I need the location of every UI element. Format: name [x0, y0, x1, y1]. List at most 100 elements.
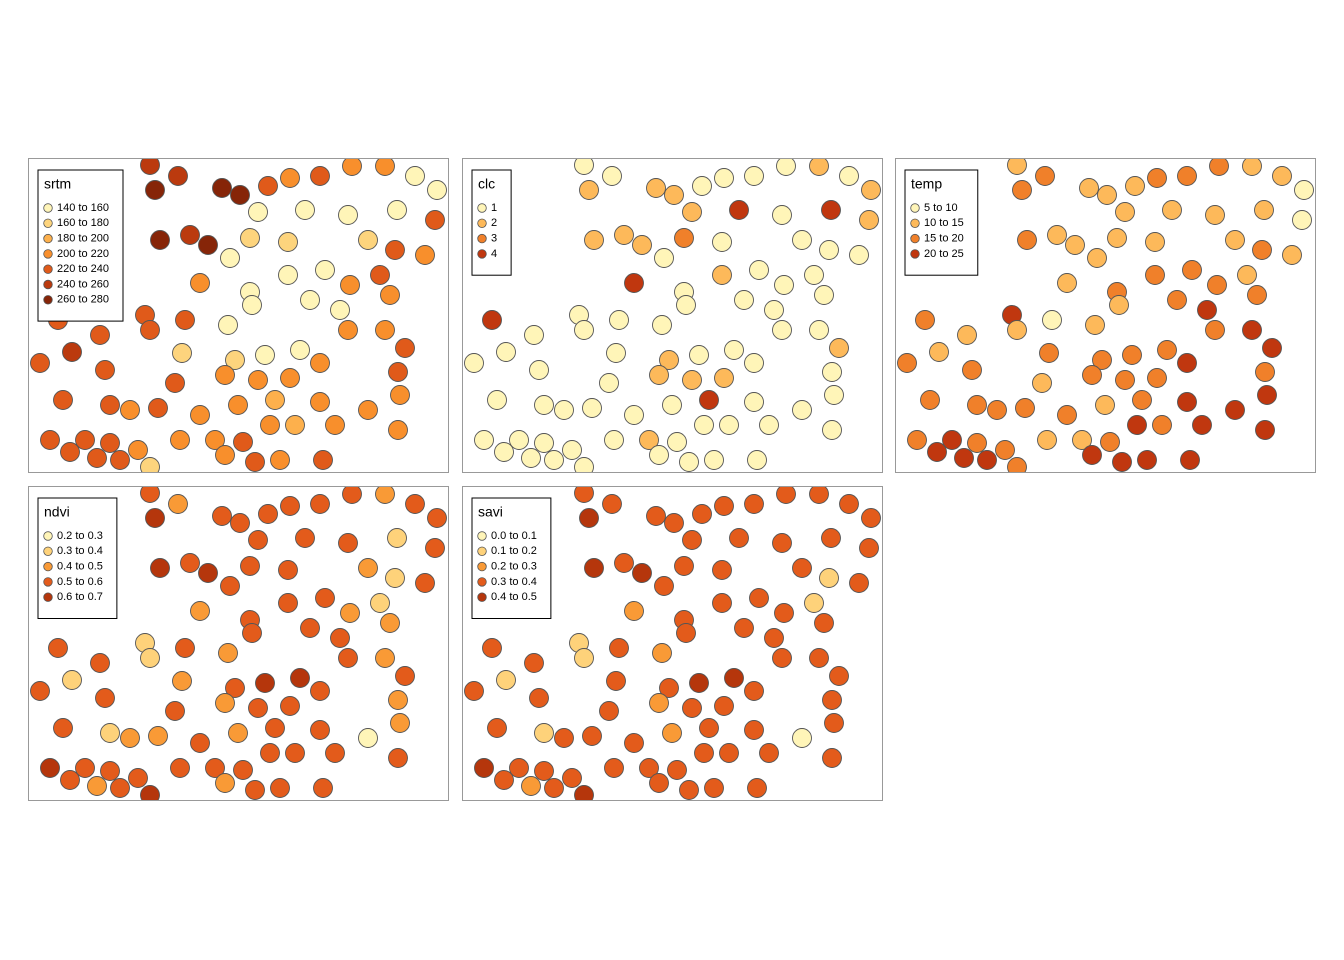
point — [228, 723, 248, 743]
point — [375, 648, 395, 668]
point — [829, 666, 849, 686]
panel-frame — [895, 158, 1316, 473]
point — [313, 450, 333, 470]
point — [574, 486, 594, 503]
point — [646, 506, 666, 526]
point — [704, 778, 724, 798]
point — [395, 666, 415, 686]
point — [358, 558, 378, 578]
point — [245, 780, 265, 800]
point — [278, 232, 298, 252]
point — [212, 506, 232, 526]
point — [599, 701, 619, 721]
point — [809, 158, 829, 176]
legend-swatch — [43, 531, 53, 541]
point — [62, 342, 82, 362]
point — [676, 623, 696, 643]
point — [1242, 320, 1262, 340]
point — [861, 508, 881, 528]
point — [649, 773, 669, 793]
point — [792, 728, 812, 748]
point — [1254, 200, 1274, 220]
point — [90, 653, 110, 673]
point — [415, 245, 435, 265]
point — [689, 345, 709, 365]
point — [310, 392, 330, 412]
point — [258, 176, 278, 196]
point — [255, 673, 275, 693]
point — [1242, 158, 1262, 176]
point — [230, 185, 250, 205]
point — [375, 486, 395, 504]
point — [150, 558, 170, 578]
point — [278, 593, 298, 613]
point — [215, 365, 235, 385]
point — [915, 310, 935, 330]
point — [128, 768, 148, 788]
point — [1082, 365, 1102, 385]
legend-swatch — [477, 203, 487, 213]
point — [772, 533, 792, 553]
point — [822, 690, 842, 710]
panel-background — [462, 158, 883, 473]
point — [225, 350, 245, 370]
legend-label: 200 to 220 — [57, 248, 109, 260]
point — [1192, 415, 1212, 435]
point — [574, 320, 594, 340]
point — [712, 593, 732, 613]
legend: savi 0.0 to 0.1 0.1 to 0.2 0.2 to 0.3 0.3 to… — [471, 497, 552, 619]
legend-label: 220 to 240 — [57, 263, 109, 275]
point — [338, 320, 358, 340]
legend-swatch — [477, 592, 487, 602]
point — [897, 353, 917, 373]
point — [474, 430, 494, 450]
point — [170, 430, 190, 450]
point — [230, 513, 250, 533]
point — [814, 613, 834, 633]
point — [205, 430, 225, 450]
point — [390, 713, 410, 733]
point — [649, 365, 669, 385]
point — [749, 588, 769, 608]
legend-label: 0.2 to 0.3 — [57, 530, 103, 542]
point — [1182, 260, 1202, 280]
point — [388, 690, 408, 710]
legend-label: 10 to 15 — [924, 217, 964, 229]
point — [614, 553, 634, 573]
point — [240, 228, 260, 248]
point — [524, 325, 544, 345]
point — [180, 225, 200, 245]
point — [145, 180, 165, 200]
map-panel — [462, 158, 883, 473]
point — [1057, 273, 1077, 293]
point — [1047, 225, 1067, 245]
point — [1057, 405, 1077, 425]
legend-title: temp — [911, 176, 942, 192]
point — [814, 285, 834, 305]
point — [1007, 320, 1027, 340]
point — [494, 770, 514, 790]
point — [1095, 395, 1115, 415]
point — [747, 450, 767, 470]
point — [1282, 245, 1302, 265]
point — [30, 681, 50, 701]
point — [1162, 200, 1182, 220]
point — [218, 643, 238, 663]
point — [75, 758, 95, 778]
point — [829, 338, 849, 358]
point — [774, 603, 794, 623]
point — [385, 568, 405, 588]
legend-swatch — [43, 546, 53, 557]
point — [474, 758, 494, 778]
point — [652, 315, 672, 335]
point — [1072, 430, 1092, 450]
point — [584, 230, 604, 250]
point — [554, 728, 574, 748]
point — [315, 588, 335, 608]
point — [1177, 392, 1197, 412]
legend-label: 0.3 to 0.4 — [57, 545, 103, 557]
point — [464, 353, 484, 373]
point — [340, 275, 360, 295]
point — [1079, 178, 1099, 198]
